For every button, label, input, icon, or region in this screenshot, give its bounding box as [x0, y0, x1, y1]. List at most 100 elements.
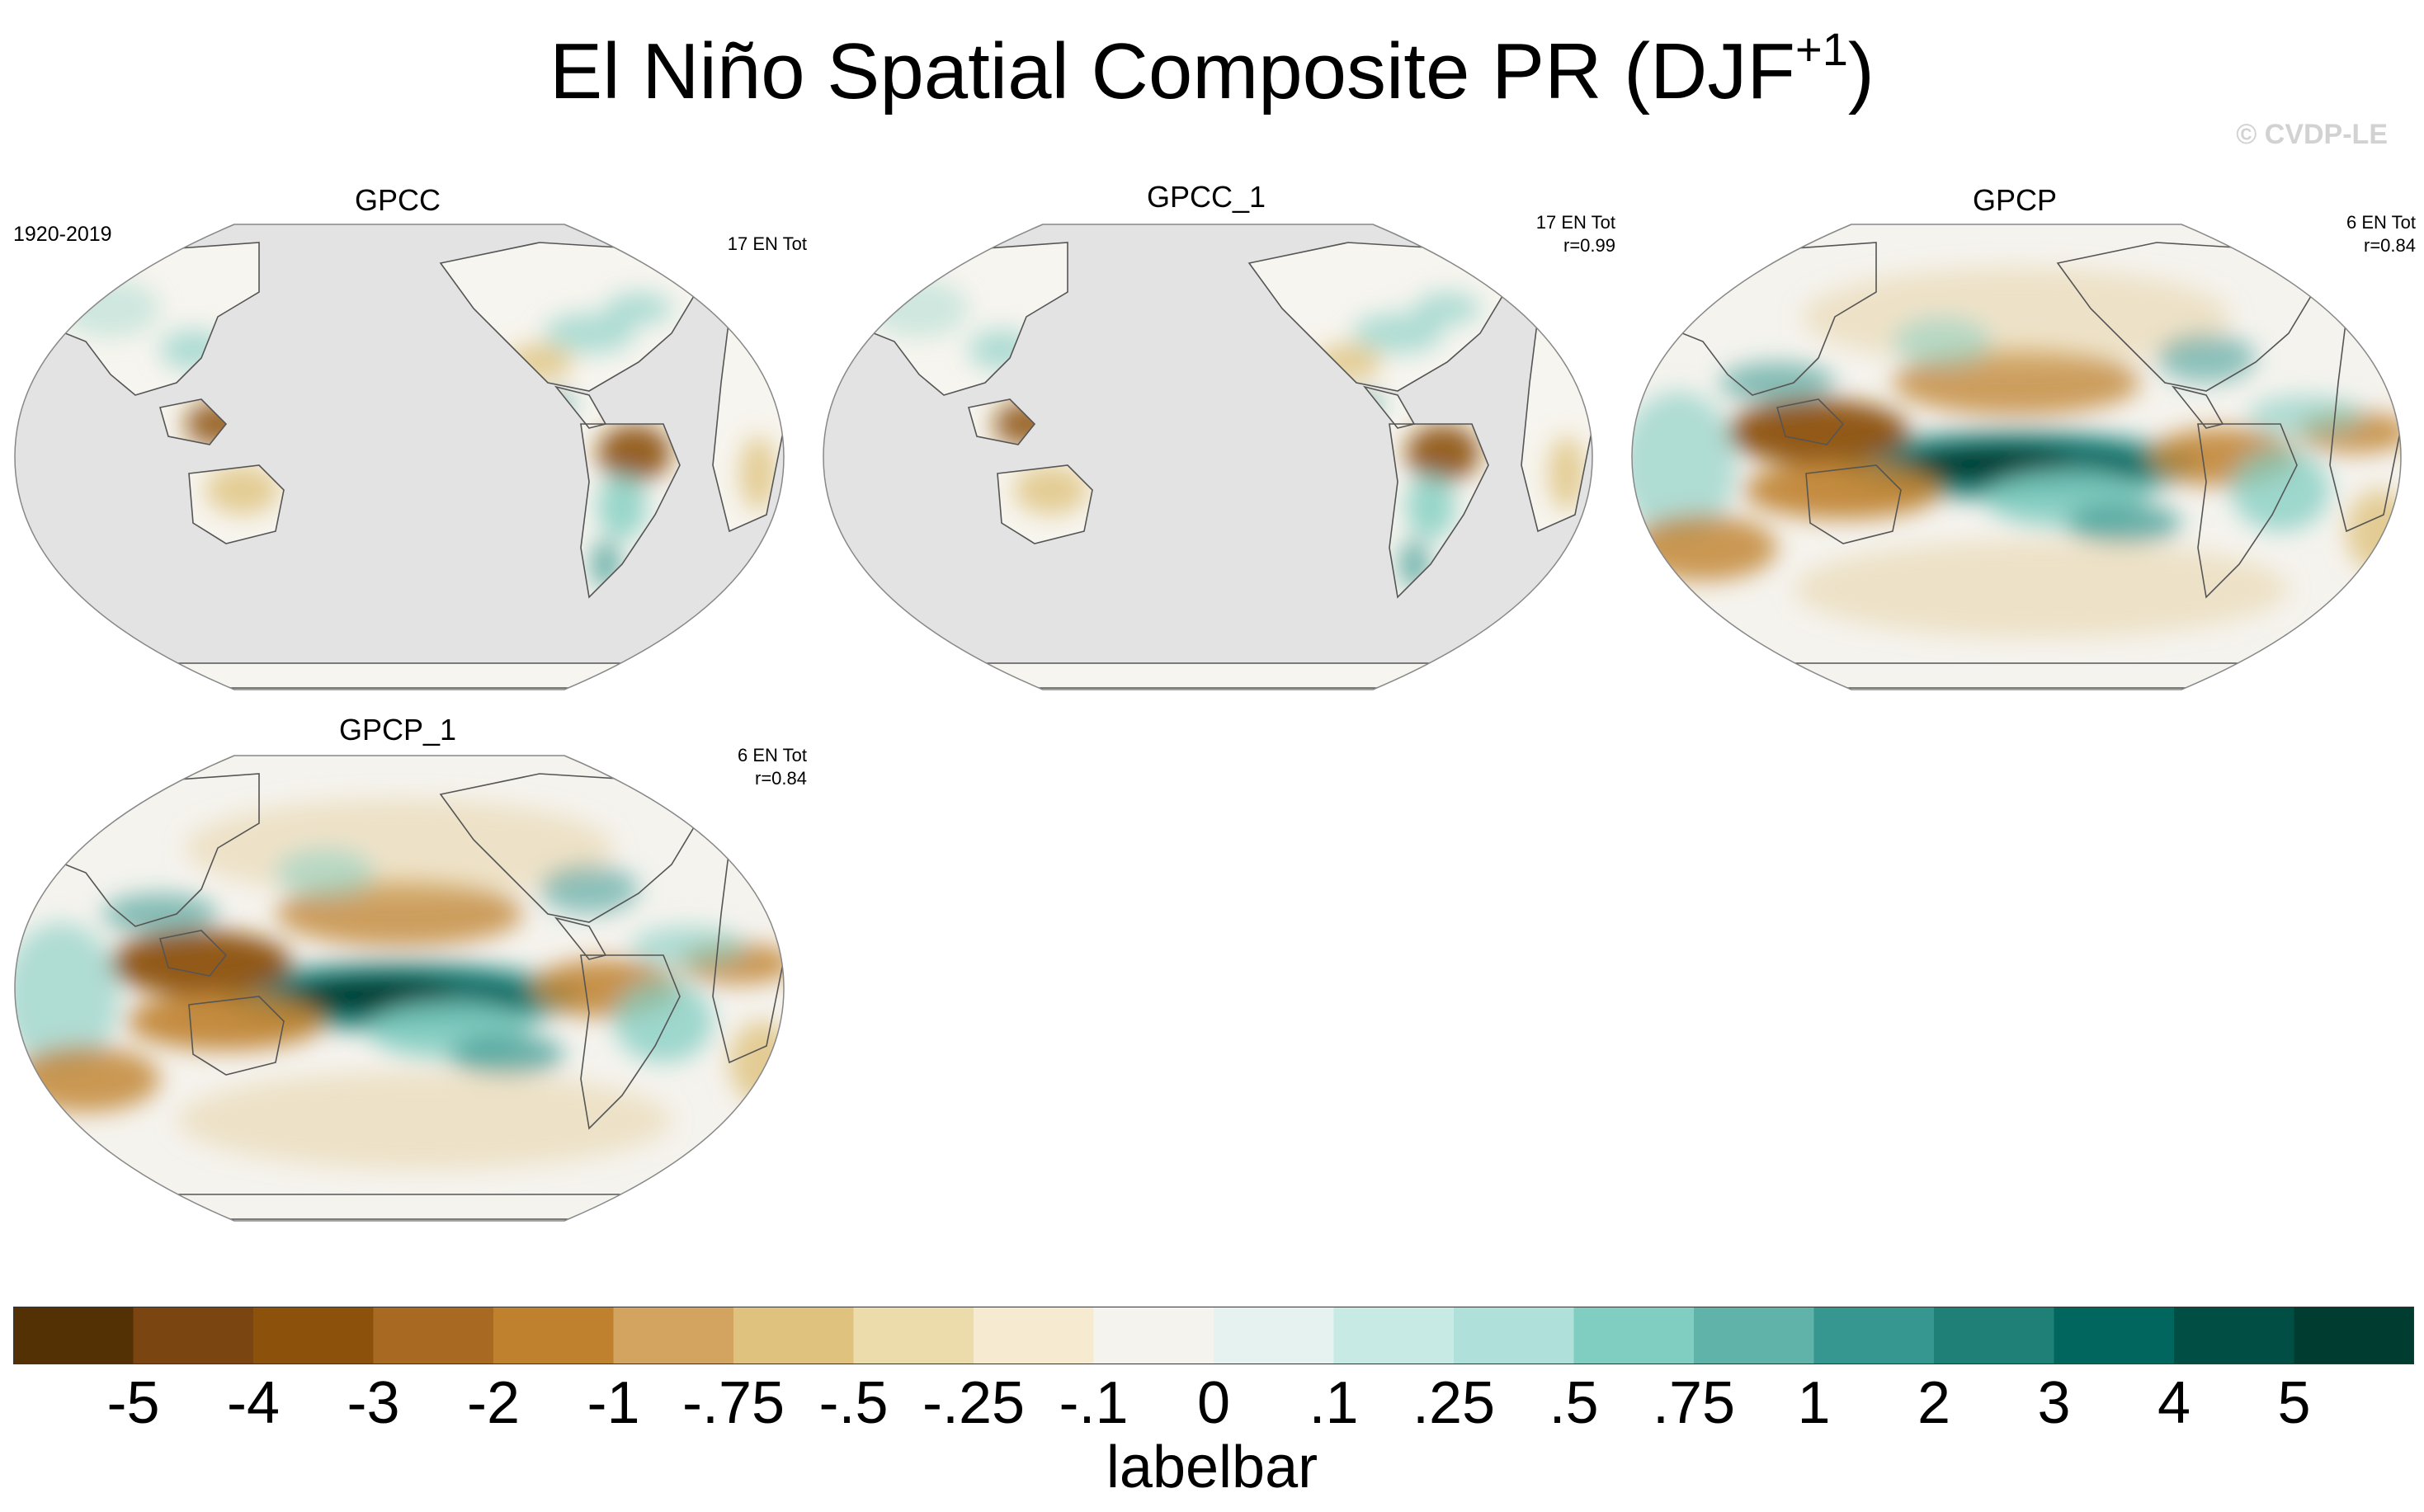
- coastline: [2304, 250, 2356, 293]
- anomaly-contour: [2066, 502, 2181, 544]
- anomaly-contour: [177, 1071, 672, 1170]
- anomaly-contour: [1893, 317, 1992, 366]
- coastline: [188, 996, 285, 1076]
- panel-title-gpcc: GPCC: [354, 183, 441, 217]
- labelbar-swatch: [1214, 1307, 1334, 1364]
- anomaly-contour: [597, 473, 647, 539]
- labelbar-tick-label: -1: [587, 1370, 640, 1436]
- panel-title-gpcp-1: GPCP_1: [338, 713, 457, 747]
- coastline: [852, 242, 1068, 396]
- anomaly-contour: [185, 401, 251, 447]
- map-border: [14, 755, 785, 1222]
- coastline: [158, 398, 228, 445]
- labelbar-swatch: [253, 1307, 374, 1364]
- anomaly-contour: [540, 864, 639, 914]
- labelbar-swatch: [1333, 1307, 1455, 1364]
- anomaly-contour: [1632, 391, 1736, 539]
- anomaly-contour: [969, 329, 1035, 370]
- labelbar-tick-label: -.1: [1059, 1370, 1129, 1436]
- panel-title-gpcc-1: GPCC_1: [1146, 180, 1266, 214]
- watermark: © CVDP-LE: [2236, 119, 2388, 150]
- anomaly-contour: [1913, 447, 2070, 480]
- coastline: [158, 930, 228, 977]
- labelbar-swatch: [733, 1307, 854, 1364]
- anomaly-contour: [449, 1034, 564, 1075]
- anomaly-contour: [1399, 539, 1429, 589]
- labelbar-swatch: [13, 1307, 134, 1364]
- labelbar-swatch: [373, 1307, 494, 1364]
- coastline: [44, 242, 260, 396]
- map-border: [823, 224, 1593, 690]
- anomaly-contour: [1315, 344, 1381, 380]
- coastline: [580, 954, 681, 1130]
- coastline: [188, 464, 285, 544]
- labelbar-tick-label: 1: [1797, 1370, 1831, 1436]
- en-count: 17 EN Tot: [1535, 212, 1615, 233]
- panel-stat-gpcc: 17 EN Tot: [652, 233, 807, 256]
- map-gpcc-svg: [14, 224, 785, 690]
- labelbar-title: labelbar: [1106, 1434, 1318, 1500]
- labelbar-tick-label: .25: [1412, 1370, 1496, 1436]
- panel-title-gpcp: GPCP: [1972, 183, 2058, 217]
- anomaly-contour: [1352, 313, 1443, 354]
- anomaly-contour: [2247, 395, 2363, 436]
- en-count: 17 EN Tot: [727, 233, 807, 254]
- labelbar-tick-label: -3: [347, 1370, 400, 1436]
- labelbar-swatch: [853, 1307, 974, 1364]
- labelbar-tick-label: -.25: [922, 1370, 1026, 1436]
- anomaly-contour: [597, 424, 672, 482]
- panel-stat-gpcp: 6 EN Tot r=0.84: [2261, 211, 2416, 257]
- labelbar-tick-label: .1: [1309, 1370, 1359, 1436]
- anomaly-contour: [1719, 362, 1835, 403]
- anomaly-contour: [160, 329, 226, 370]
- land-fill: [952, 663, 1464, 688]
- labelbar-tick-label: -2: [466, 1370, 521, 1436]
- anomaly-contour: [1744, 461, 1942, 519]
- anomaly-contour: [1632, 515, 1777, 581]
- labelbar-frame: [13, 1307, 2414, 1364]
- labelbar-tick-label: -5: [106, 1370, 160, 1436]
- coastline: [44, 773, 260, 927]
- period-label: 1920-2019: [13, 223, 112, 246]
- en-count: 6 EN Tot: [2346, 212, 2416, 233]
- pattern-correlation: r=0.84: [755, 768, 807, 789]
- anomaly-contour: [111, 930, 292, 996]
- anomaly-contour: [1014, 465, 1088, 515]
- coastline: [967, 398, 1036, 445]
- coastline: [1389, 423, 1489, 599]
- coastline: [1776, 398, 1845, 445]
- anomaly-contour: [276, 881, 523, 947]
- labelbar-swatch: [1934, 1307, 2054, 1364]
- coastline: [1661, 242, 1877, 396]
- panel-stat-gpcc-1: 17 EN Tot r=0.99: [1460, 211, 1615, 257]
- labelbar-swatch: [2294, 1307, 2414, 1364]
- labelbar-tick-label: 4: [2157, 1370, 2191, 1436]
- anomaly-contour: [2231, 449, 2330, 531]
- en-count: 6 EN Tot: [738, 745, 807, 765]
- map-gpcp-1-svg: [14, 755, 785, 1222]
- anomaly-contour: [61, 280, 160, 337]
- anomaly-contour: [630, 926, 746, 968]
- anomaly-contour: [993, 401, 1059, 447]
- anomaly-contour: [614, 980, 713, 1062]
- labelbar-tick-label: .75: [1652, 1370, 1736, 1436]
- labelbar-tick-label: -.5: [818, 1370, 889, 1436]
- land-fill: [144, 663, 655, 688]
- anomaly-contour: [276, 848, 375, 897]
- labelbar-tick-label: -.75: [681, 1370, 785, 1436]
- labelbar-swatch: [1093, 1307, 1214, 1364]
- land-fill: [688, 251, 738, 292]
- map-gpcp: [1629, 218, 2404, 696]
- labelbar-tick-label: .5: [1549, 1370, 1599, 1436]
- anomaly-contour: [591, 539, 620, 589]
- anomaly-contour: [507, 344, 573, 380]
- labelbar-tick-label: 5: [2277, 1370, 2311, 1436]
- coastline: [1805, 464, 1902, 544]
- anomaly-contour: [1406, 473, 1455, 539]
- anomaly-contour: [606, 292, 672, 325]
- coastline: [580, 423, 681, 599]
- anomaly-contour: [1406, 424, 1480, 482]
- labelbar-swatch: [1694, 1307, 1814, 1364]
- coastline: [997, 464, 1093, 544]
- anomaly-contour: [205, 465, 280, 515]
